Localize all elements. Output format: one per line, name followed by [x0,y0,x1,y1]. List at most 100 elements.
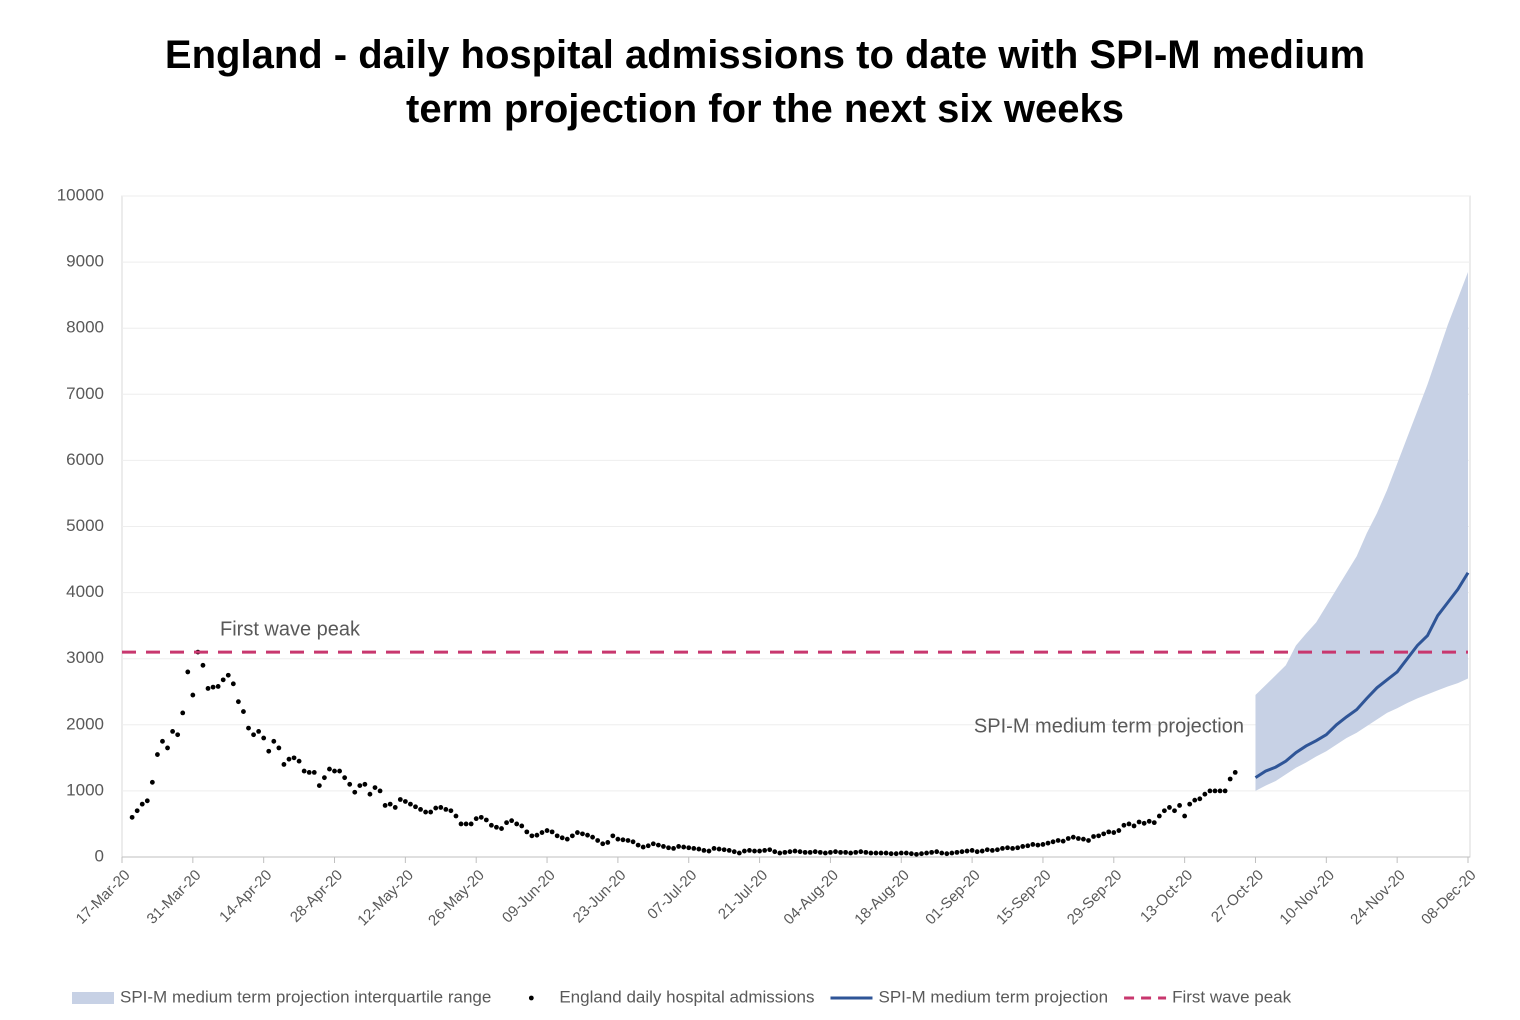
admission-dot [1172,808,1177,814]
admission-dot [352,789,358,795]
iqr-band [1255,272,1468,791]
y-tick-label: 10000 [57,185,104,204]
admission-dot [782,849,788,855]
x-tick-label: 09-Jun-20 [499,867,559,927]
admission-dot [200,662,206,668]
x-tick-label: 26-May-20 [425,867,488,930]
admission-dot [423,809,429,815]
admission-dot [473,816,479,822]
y-tick-label: 9000 [66,252,104,271]
admission-dot [559,835,565,841]
admission-dot [514,821,520,827]
admission-dot [316,783,322,789]
admission-dot [488,822,494,828]
admission-dot [175,732,181,738]
admission-dot [549,829,555,835]
admission-dot [210,684,216,690]
admission-dot [650,841,656,847]
admission-dot [190,692,196,698]
admission-dot [448,808,454,814]
admission-dot [382,803,388,808]
admission-dot [524,829,530,835]
admission-dot [220,677,226,683]
admission-dot [640,844,646,850]
x-tick-label: 14-Apr-20 [216,867,275,926]
x-tick-label: 13-Oct-20 [1137,867,1196,926]
admission-dot [1005,845,1010,851]
admission-dot [655,842,661,848]
legend-swatch [72,992,114,1004]
admission-dot [1161,808,1167,814]
x-tick-label: 07-Jul-20 [644,867,700,923]
admission-dot [413,804,418,810]
admission-dot [1106,829,1112,835]
admission-dot [741,848,747,854]
admission-dot [580,831,585,837]
admission-dot [752,848,757,854]
admission-dot [291,755,297,761]
admission-dot [1212,788,1218,794]
admission-dot [241,709,246,714]
admission-dot [235,699,241,705]
admission-dot [1222,788,1228,794]
legend-label: SPI-M medium term projection [878,987,1108,1006]
admission-dot [1192,797,1198,803]
admission-dot [225,672,231,678]
admission-dot [281,762,287,767]
admission-dot [453,813,459,819]
annotation: First wave peak [220,618,361,640]
admission-dot [681,844,687,850]
x-tick-label: 18-Aug-20 [851,867,913,929]
admission-dot [590,834,595,840]
projection-line [1254,571,1470,779]
admission-dot [995,847,1000,853]
admission-dot [828,849,833,855]
admission-dot [615,836,621,842]
x-tick-label: 15-Sep-20 [993,867,1055,929]
x-tick-label: 31-Mar-20 [144,867,205,928]
admission-dot [833,849,838,855]
admission-dot [949,850,955,856]
admission-dot [878,850,884,856]
admission-dot [342,775,348,781]
admission-dot [185,669,191,675]
admission-dot [919,851,924,857]
admission-dot [554,833,560,839]
admission-dot [762,847,768,853]
admission-dot [251,732,256,738]
admission-dot [246,725,251,731]
admission-dot [428,809,434,815]
admission-dot [1151,820,1157,826]
admission-dot [620,837,626,843]
admission-dot [362,781,368,787]
admission-dot [747,847,752,853]
admission-dot [661,844,666,849]
admission-dot [1075,836,1081,841]
admission-dot [686,845,692,851]
admission-dot [377,788,383,794]
admission-dot [286,756,292,762]
admission-dot [322,775,327,781]
admission-dot [585,832,590,838]
admission-dot [367,791,373,797]
admission-dot [397,797,403,802]
admission-dot [802,849,808,855]
x-tick-label: 12-May-20 [354,867,417,930]
admission-dot [736,850,742,856]
admission-dot [230,681,236,687]
admission-dot [1126,821,1132,827]
x-tick-label: 21-Jul-20 [715,867,771,923]
legend-label: England daily hospital admissions [559,987,814,1006]
admission-dot [575,830,580,835]
admission-dot [873,850,879,856]
admission-dot [777,850,783,856]
admission-dot [519,823,525,829]
admission-dot [924,850,929,856]
admission-dot [1227,776,1233,782]
admission-dot [529,833,535,839]
admission-dot [478,814,484,820]
admission-dot [625,838,631,843]
admission-dot [908,851,914,857]
x-tick-label: 10-Nov-20 [1276,867,1338,929]
